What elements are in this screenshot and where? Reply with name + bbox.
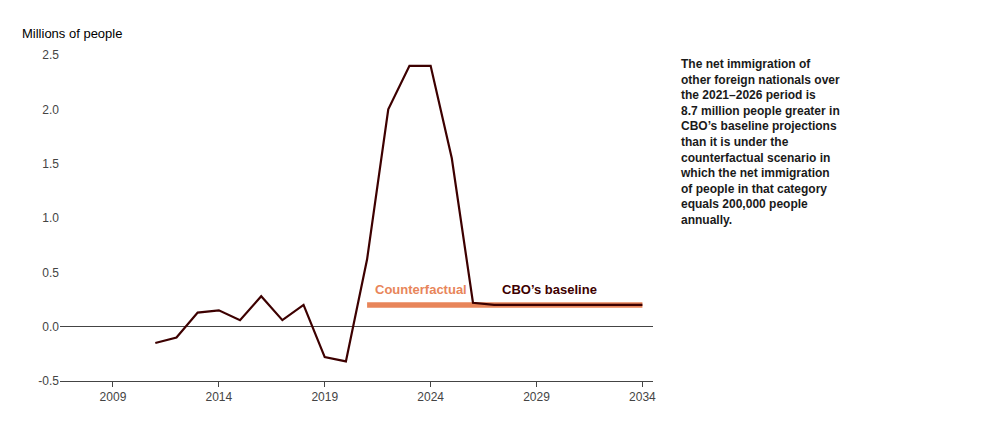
svg-text:Counterfactual: Counterfactual: [375, 282, 467, 297]
svg-text:0.5: 0.5: [42, 266, 59, 280]
svg-text:The net immigration ofother fo: The net immigration ofother foreign nati…: [680, 57, 840, 227]
svg-text:2.5: 2.5: [42, 48, 59, 62]
svg-text:2014: 2014: [205, 390, 232, 404]
svg-text:0.0: 0.0: [42, 320, 59, 334]
svg-text:2034: 2034: [629, 390, 656, 404]
svg-text:-0.5: -0.5: [38, 374, 59, 388]
svg-text:1.5: 1.5: [42, 157, 59, 171]
svg-text:2024: 2024: [417, 390, 444, 404]
svg-text:2.0: 2.0: [42, 103, 59, 117]
svg-text:2019: 2019: [311, 390, 338, 404]
svg-text:CBO’s baseline: CBO’s baseline: [502, 282, 597, 297]
svg-text:2009: 2009: [100, 390, 127, 404]
svg-text:Millions of people: Millions of people: [22, 26, 122, 41]
svg-text:2029: 2029: [523, 390, 550, 404]
svg-text:1.0: 1.0: [42, 211, 59, 225]
